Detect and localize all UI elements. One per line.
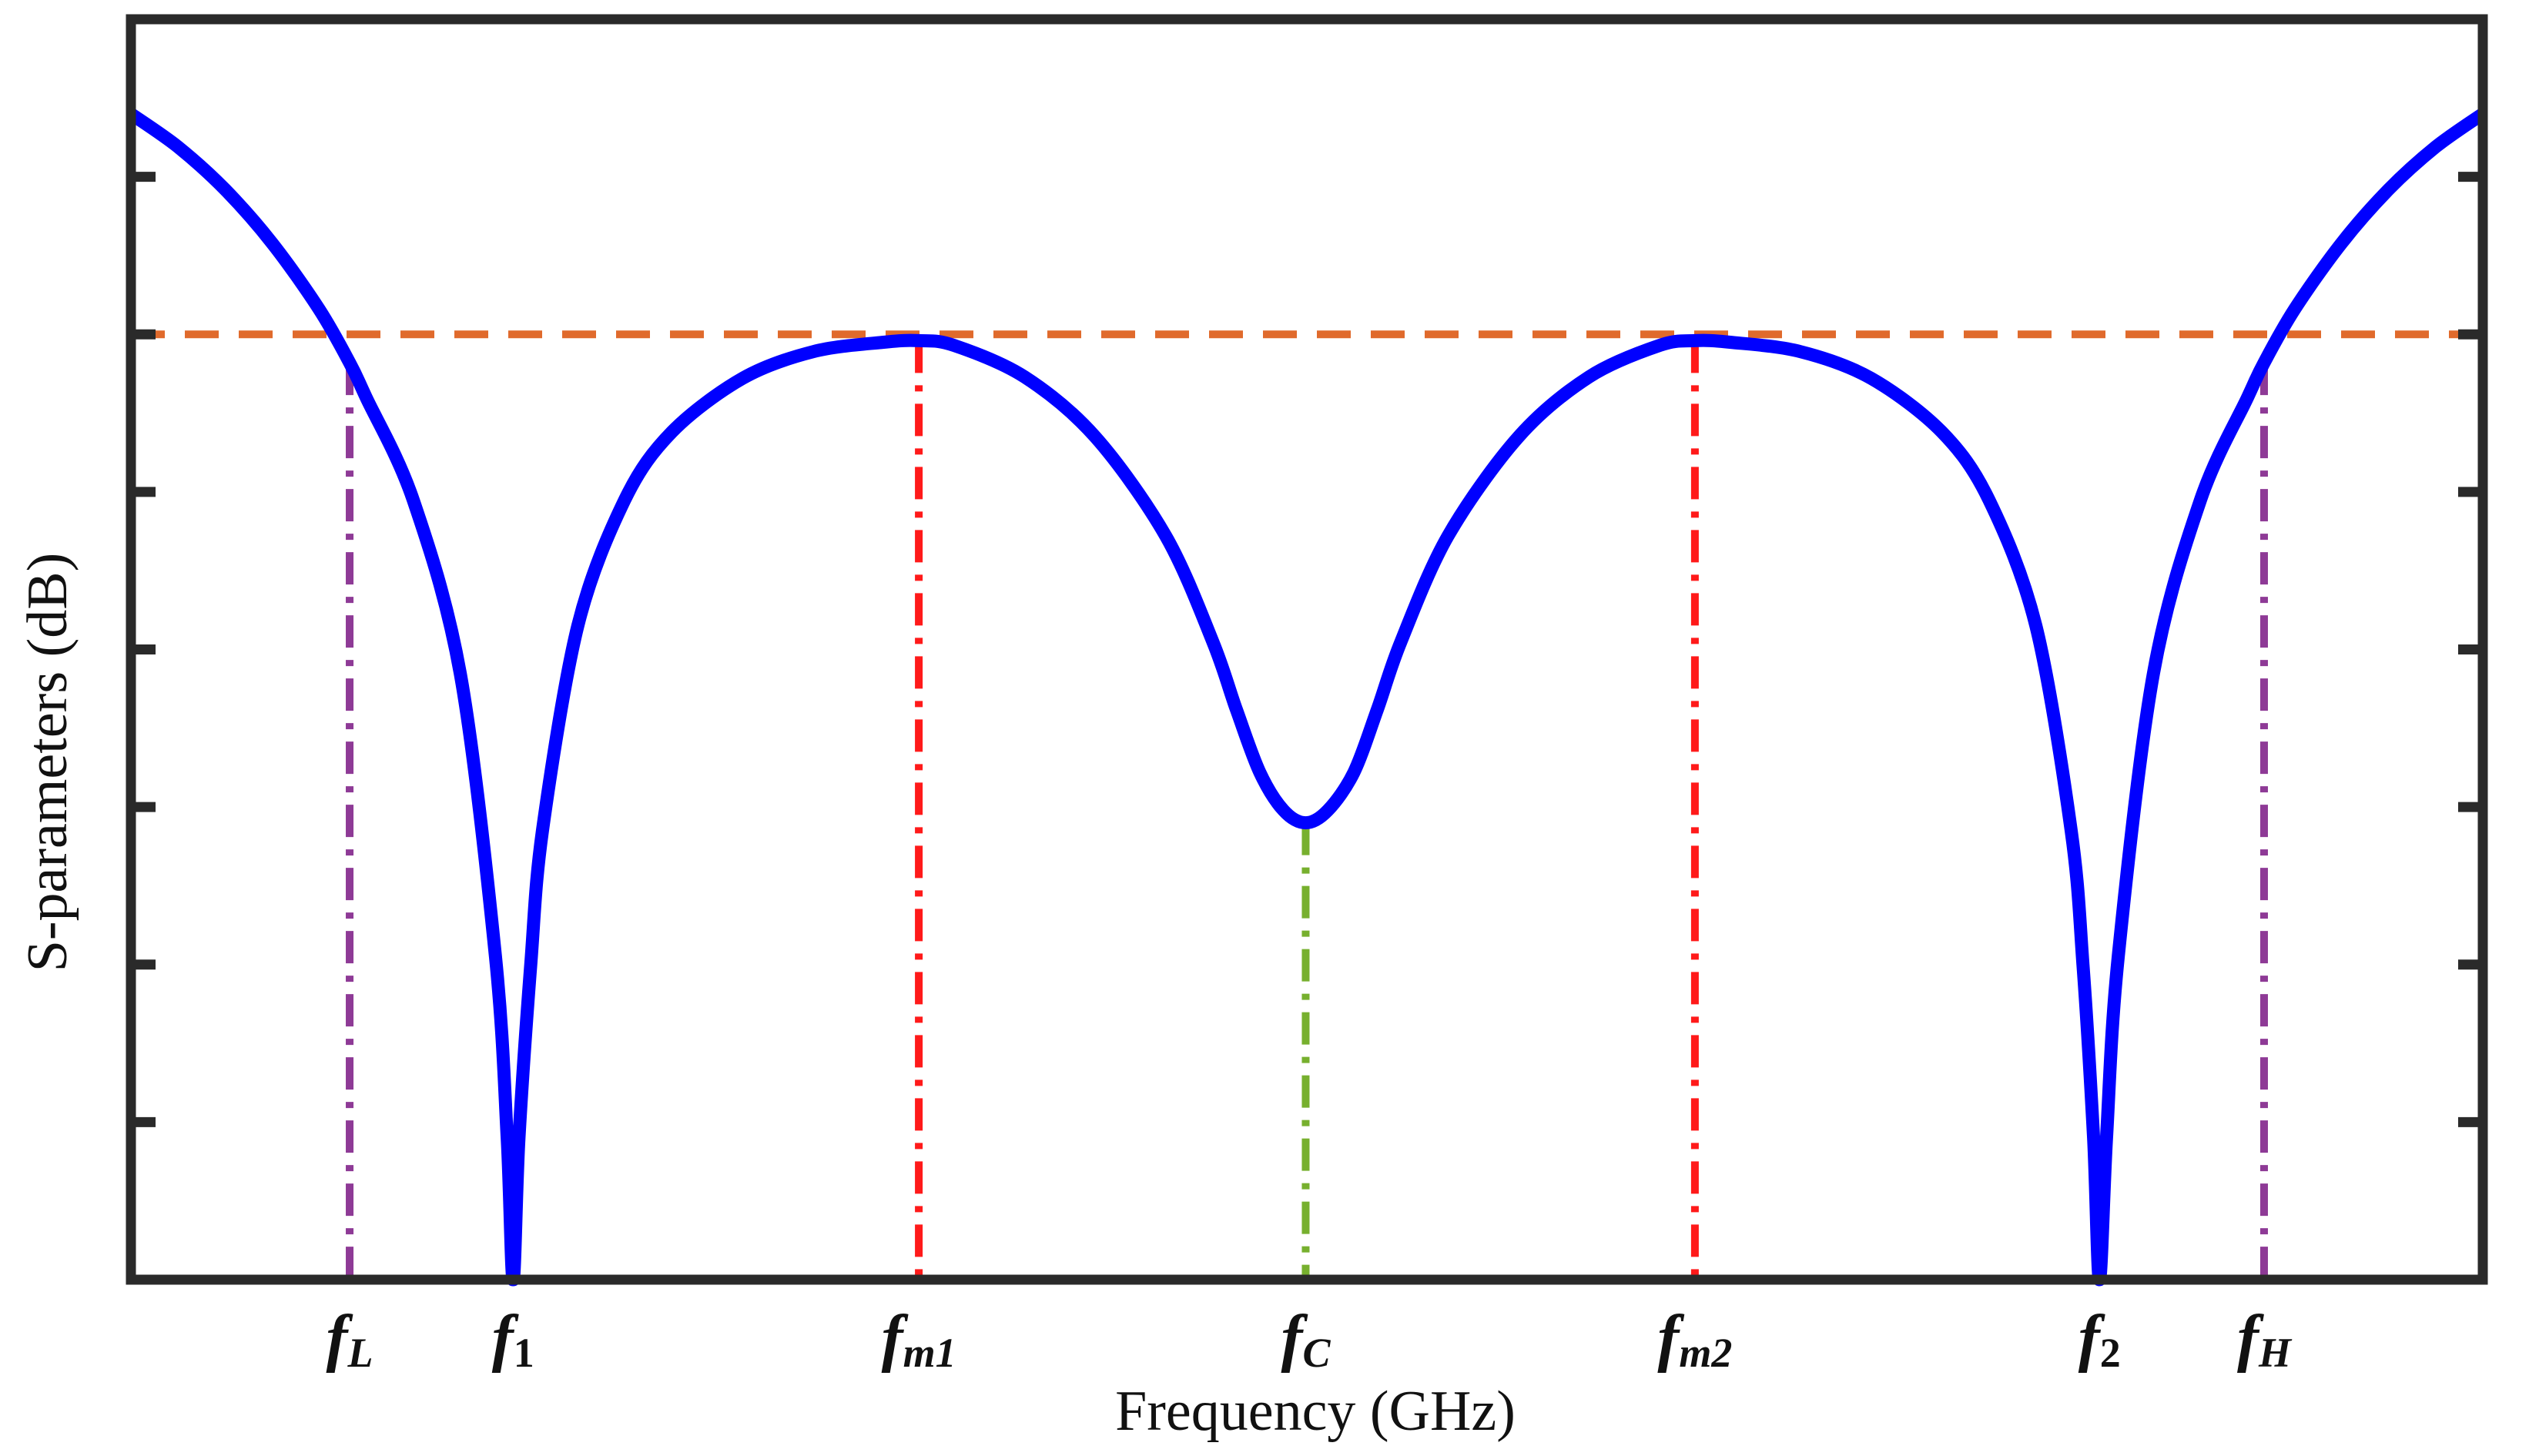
freq-label-fm1-subscript: m1 [903,1330,956,1376]
freq-label-fm2-subscript: m2 [1679,1330,1732,1376]
marker-lines-layer [346,340,2268,1280]
freq-label-fC: fC [1281,1302,1331,1376]
freq-label-fH-subscript: H [2258,1330,2293,1376]
freq-label-fm1: fm1 [882,1302,956,1376]
curve-s-parameters [127,108,2487,1287]
freq-label-fL: fL [327,1302,373,1376]
freq-label-f2: f2 [2078,1302,2121,1376]
freq-label-fm2: fm2 [1657,1302,1732,1376]
plot-frame-layer [126,14,2488,1285]
freq-label-fL-subscript: L [347,1330,373,1376]
curve-layer [127,108,2487,1287]
freq-label-f1-subscript: 1 [514,1330,534,1376]
frequency-labels-layer: fL f1 fm1 fC fm2 f2 fH [327,1302,2293,1376]
freq-label-f1: f1 [492,1302,534,1376]
x-axis-title: Frequency (GHz) [1115,1380,1516,1443]
y-axis-title: S-parameters (dB) [16,553,79,972]
freq-label-fH: fH [2237,1302,2293,1376]
freq-label-fC-subscript: C [1302,1330,1331,1376]
freq-label-f2-subscript: 2 [2100,1330,2121,1376]
